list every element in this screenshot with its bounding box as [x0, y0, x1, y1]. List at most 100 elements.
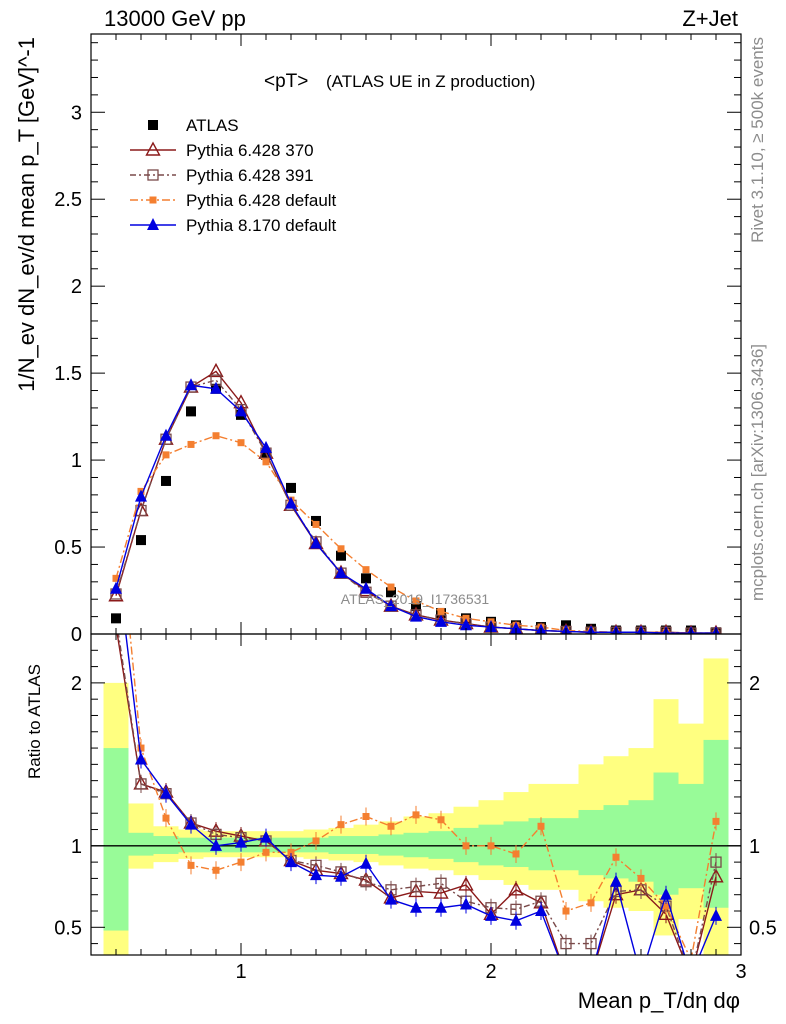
ratio-point-1-13 — [435, 877, 447, 889]
band-green-19 — [578, 809, 604, 876]
ratio-point-2-11 — [387, 822, 395, 830]
ratio-y-tick-label-right-0: 0.5 — [749, 917, 777, 939]
ratio-point-0-13 — [433, 884, 449, 899]
y-tick-label-2: 1 — [71, 450, 82, 472]
point-0-11 — [386, 587, 396, 598]
ratio-series-2 — [129, 634, 720, 955]
point-4-6 — [260, 440, 272, 453]
ratio-y-tick-label-right-1: 1 — [749, 836, 760, 858]
ratio-point-2-9 — [337, 821, 345, 829]
legend-marker-3 — [149, 196, 157, 204]
point-4-7 — [285, 496, 297, 509]
ratio-point-3-24 — [710, 908, 722, 921]
ratio-point-2-13 — [437, 816, 445, 824]
ratio-point-1-24 — [710, 856, 722, 868]
ratio-point-3-10 — [360, 856, 372, 869]
point-4-8 — [310, 536, 322, 549]
ratio-ylabel: Ratio to ATLAS — [25, 664, 44, 779]
x-tick-label-1: 2 — [485, 961, 496, 983]
band-green-18 — [553, 818, 579, 871]
ratio-point-3-7 — [285, 855, 297, 868]
band-green-11 — [378, 834, 404, 856]
ratio-point-2-12 — [412, 811, 420, 819]
y-tick-label-1: 0.5 — [54, 537, 82, 559]
point-0-12 — [411, 601, 421, 612]
point-4-9 — [335, 566, 347, 579]
ratio-y-tick-label-1: 1 — [71, 836, 82, 858]
point-4-11 — [385, 599, 397, 612]
legend-label-3: Pythia 6.428 default — [186, 191, 337, 210]
legend-entry-1: Pythia 6.428 370 — [130, 141, 314, 160]
legend-marker-2 — [147, 169, 159, 181]
ratio-point-3-12 — [410, 900, 422, 913]
ratio-point-2-2 — [162, 814, 170, 822]
y-tick-label-3: 1.5 — [54, 363, 82, 385]
ratio-point-2-4 — [212, 866, 220, 874]
ratio-point-2-5 — [237, 858, 245, 866]
ratio-point-3-22 — [660, 887, 672, 900]
y-tick-label-0: 0 — [71, 624, 82, 646]
x-ticks: 1 2 3 — [90, 34, 747, 983]
header-left: 13000 GeV pp — [104, 6, 246, 31]
ratio-y-tick-label-right-2: 2 — [749, 673, 760, 695]
point-4-10 — [360, 581, 372, 594]
band-green-12 — [403, 832, 429, 858]
point-3-11 — [387, 583, 395, 591]
point-0-7 — [286, 482, 296, 493]
ratio-y-tick-label-2: 2 — [71, 673, 82, 695]
band-green-1 — [128, 832, 154, 856]
ratio-point-0-16 — [508, 881, 524, 896]
plot-title-sub: (ATLAS UE in Z production) — [326, 72, 535, 91]
band-green-3 — [178, 837, 204, 853]
ratio-series-3 — [125, 634, 722, 955]
band-green-23 — [678, 783, 704, 889]
point-3-13 — [437, 607, 445, 615]
point-3-3 — [187, 440, 195, 448]
x-tick-label-2: 3 — [735, 961, 746, 983]
ratio-point-2-18 — [562, 907, 570, 915]
ratio-point-3-14 — [460, 897, 472, 910]
point-4-13 — [435, 614, 447, 627]
ratio-point-2-17 — [537, 822, 545, 830]
point-4-5 — [235, 404, 247, 417]
ratio-point-1-19 — [585, 937, 597, 950]
legend-marker-4 — [147, 218, 159, 230]
ratio-point-3-3 — [185, 817, 197, 830]
x-tick-label-0: 1 — [235, 961, 246, 983]
point-0-0 — [111, 613, 121, 624]
y-tick-label-4: 2 — [71, 276, 82, 298]
ratio-point-2-21 — [637, 874, 645, 882]
point-3-8 — [312, 520, 320, 528]
ratio-y-tick-label-0: 0.5 — [54, 917, 82, 939]
ratio-point-3-13 — [435, 900, 447, 913]
ratio-point-2-10 — [362, 812, 370, 820]
mcplots-label: mcplots.cern.ch [arXiv:1306.3436] — [748, 344, 767, 601]
ratio-point-2-7 — [287, 848, 295, 856]
ratio-point-2-19 — [587, 899, 595, 907]
legend-label-1: Pythia 6.428 370 — [186, 141, 314, 160]
point-0-10 — [361, 573, 371, 584]
band-green-0 — [103, 748, 129, 931]
ratio-point-2-14 — [462, 842, 470, 850]
ratio-point-3-15 — [485, 908, 497, 921]
ratio-point-2-6 — [262, 848, 270, 856]
ratio-panel: 1 2 30.5 0.51 12 2 — [54, 34, 777, 983]
x-axis-label: Mean p_T/dη dφ — [578, 988, 740, 1013]
ratio-point-1-18 — [560, 937, 572, 950]
legend-entry-0: ATLAS — [148, 116, 239, 135]
ratio-point-2-16 — [512, 850, 520, 858]
point-1-0 — [108, 587, 124, 602]
header-right: Z+Jet — [682, 6, 738, 31]
band-green-21 — [628, 800, 654, 882]
ratio-point-3-20 — [610, 874, 622, 887]
point-3-4 — [212, 432, 220, 440]
point-4-0 — [110, 581, 122, 594]
band-green-22 — [653, 772, 679, 895]
ratio-point-1-1 — [135, 778, 147, 790]
ratio-point-3-17 — [535, 904, 547, 917]
ratio-point-3-5 — [235, 835, 247, 848]
ratio-point-2-24 — [712, 817, 720, 825]
band-green-10 — [353, 836, 379, 854]
point-4-3 — [185, 378, 197, 391]
